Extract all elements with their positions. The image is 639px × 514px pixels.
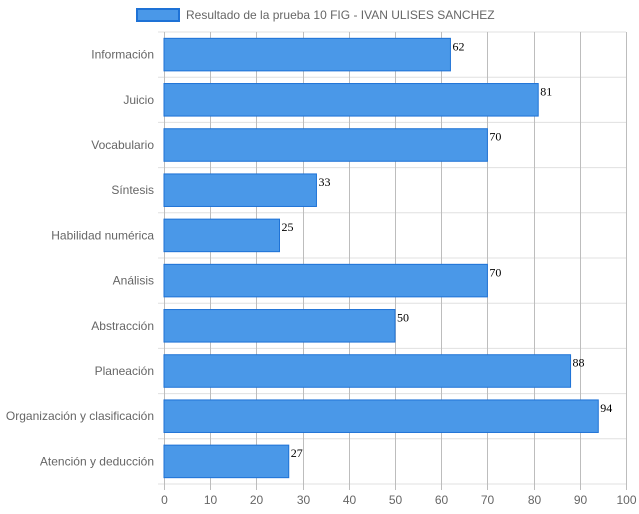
x-tick-label: 10 bbox=[204, 493, 218, 507]
x-tick-label: 50 bbox=[389, 493, 403, 507]
x-tick-label: 0 bbox=[161, 493, 168, 507]
data-label: 62 bbox=[452, 39, 464, 53]
x-tick-label: 30 bbox=[297, 493, 311, 507]
data-label: 70 bbox=[489, 130, 501, 144]
category-label: Organización y clasificación bbox=[6, 409, 154, 423]
legend-label: Resultado de la prueba 10 FIG - IVAN ULI… bbox=[186, 8, 495, 22]
category-label: Atención y deducción bbox=[40, 454, 154, 468]
data-label: 33 bbox=[318, 175, 330, 189]
x-tick-label: 70 bbox=[481, 493, 495, 507]
x-tick-label: 90 bbox=[574, 493, 588, 507]
bar bbox=[163, 128, 488, 162]
x-tick-label: 60 bbox=[435, 493, 449, 507]
data-label: 81 bbox=[540, 85, 552, 99]
category-label: Habilidad numérica bbox=[51, 228, 154, 242]
category-label: Juicio bbox=[123, 93, 154, 107]
chart-legend[interactable]: Resultado de la prueba 10 FIG - IVAN ULI… bbox=[136, 6, 495, 24]
bar bbox=[163, 37, 451, 72]
data-label: 88 bbox=[573, 356, 585, 370]
bar bbox=[163, 399, 599, 433]
x-tick-label: 100 bbox=[616, 493, 636, 507]
category-label: Abstracción bbox=[91, 319, 154, 333]
data-label: 25 bbox=[282, 220, 294, 234]
data-label: 94 bbox=[600, 401, 612, 415]
category-label: Análisis bbox=[113, 274, 154, 288]
bar bbox=[163, 173, 317, 207]
data-label: 70 bbox=[489, 265, 501, 279]
bar bbox=[163, 354, 572, 388]
category-label: Información bbox=[91, 48, 154, 62]
data-label: 50 bbox=[397, 311, 409, 325]
x-tick-label: 40 bbox=[343, 493, 357, 507]
x-tick-label: 80 bbox=[528, 493, 542, 507]
category-label: Planeación bbox=[95, 364, 154, 378]
bar bbox=[163, 444, 290, 479]
category-label: Síntesis bbox=[111, 183, 154, 197]
x-tick-label: 20 bbox=[250, 493, 264, 507]
data-label: 27 bbox=[291, 446, 303, 460]
bar bbox=[163, 263, 488, 298]
bar bbox=[163, 309, 396, 343]
bar bbox=[163, 218, 280, 253]
bar bbox=[163, 83, 539, 117]
category-label: Vocabulario bbox=[91, 138, 154, 152]
legend-swatch bbox=[136, 8, 180, 22]
